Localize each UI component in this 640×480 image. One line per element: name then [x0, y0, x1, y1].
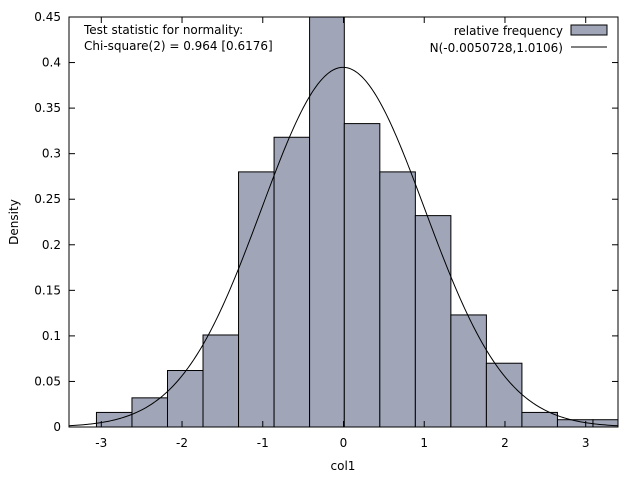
- x-tick-label: 3: [582, 436, 590, 450]
- legend-swatch-bars: [570, 24, 608, 36]
- histogram-bar: [485, 362, 523, 428]
- y-tick-label: 0.1: [42, 329, 61, 343]
- y-axis-label: Density: [7, 199, 21, 245]
- histogram-bars: [95, 16, 619, 428]
- histogram-bar: [450, 314, 487, 428]
- x-tick-label: 1: [420, 436, 428, 450]
- histogram-bar: [379, 171, 416, 428]
- x-tick-label: 2: [501, 436, 509, 450]
- y-tick-label: 0.25: [34, 192, 61, 206]
- y-tick-label: 0.2: [42, 238, 61, 252]
- x-axis-label: col1: [331, 459, 356, 473]
- x-tick-label: -3: [95, 436, 107, 450]
- annotation-line-2: Chi-square(2) = 0.964 [0.6176]: [84, 39, 273, 53]
- x-tick-label: -2: [176, 436, 188, 450]
- histogram-bar: [343, 123, 381, 428]
- histogram-bar: [202, 334, 240, 428]
- y-tick-label: 0.05: [34, 374, 61, 388]
- x-tick-label: 0: [340, 436, 348, 450]
- y-tick-label: 0.3: [42, 147, 61, 161]
- histogram-bar: [414, 215, 452, 428]
- y-tick-label: 0: [53, 420, 61, 434]
- histogram-bar: [131, 397, 168, 428]
- x-axis-ticks: -3 -2 -1 0 1 2 3: [95, 17, 590, 450]
- legend-label-curve: N(-0.0050728,1.0106): [430, 41, 563, 55]
- histogram-bar: [273, 136, 311, 428]
- normal-curve: [68, 66, 619, 427]
- x-tick-label: -1: [257, 436, 269, 450]
- annotation-line-1: Test statistic for normality:: [83, 23, 243, 37]
- y-tick-label: 0.4: [42, 56, 61, 70]
- legend: relative frequency N(-0.0050728,1.0106): [430, 24, 608, 55]
- legend-label-bars: relative frequency: [454, 24, 563, 38]
- histogram-bar: [166, 370, 204, 428]
- histogram-bar: [309, 16, 345, 428]
- y-tick-label: 0.45: [34, 10, 61, 24]
- y-tick-label: 0.15: [34, 283, 61, 297]
- histogram-bar: [521, 411, 558, 428]
- y-axis-ticks: 0 0.05 0.1 0.15 0.2 0.25 0.3 0.35 0.4 0.45: [34, 10, 618, 434]
- y-tick-label: 0.35: [34, 101, 61, 115]
- histogram-bar: [238, 171, 275, 428]
